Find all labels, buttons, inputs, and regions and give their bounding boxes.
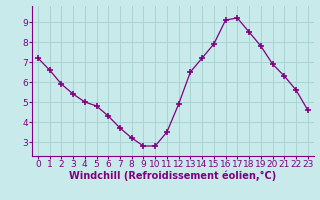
X-axis label: Windchill (Refroidissement éolien,°C): Windchill (Refroidissement éolien,°C): [69, 171, 276, 181]
